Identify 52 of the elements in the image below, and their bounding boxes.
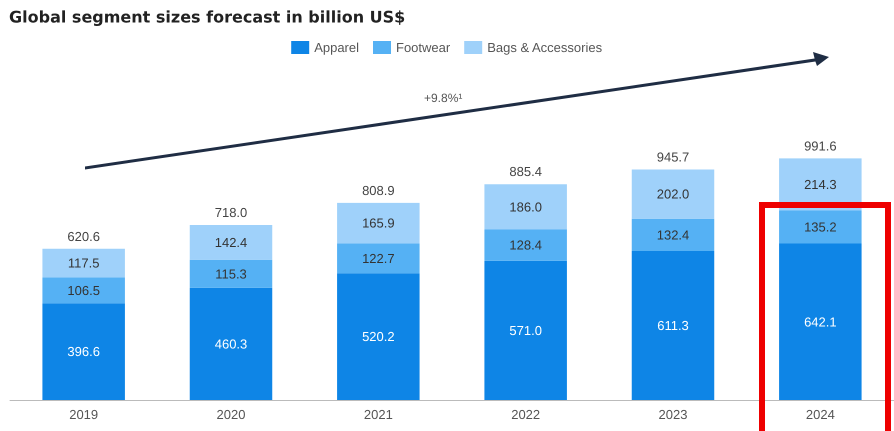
x-tick-label: 2022 bbox=[511, 407, 540, 422]
x-tick-label: 2023 bbox=[658, 407, 688, 422]
data-label: 106.5 bbox=[67, 282, 100, 298]
data-label: 396.6 bbox=[67, 344, 100, 360]
bar bbox=[779, 244, 862, 400]
data-label: 202.0 bbox=[656, 186, 690, 202]
data-label: 142.4 bbox=[214, 234, 248, 250]
data-label: 122.7 bbox=[362, 250, 395, 266]
x-tick-label: 2019 bbox=[69, 407, 98, 422]
bar bbox=[632, 218, 714, 252]
data-label: 128.4 bbox=[509, 238, 542, 253]
bar bbox=[779, 210, 862, 244]
bar bbox=[42, 303, 125, 400]
total-label: 991.6 bbox=[804, 138, 837, 154]
bar bbox=[42, 248, 125, 278]
bar bbox=[484, 230, 567, 261]
bar bbox=[337, 202, 420, 244]
data-label: 135.2 bbox=[804, 220, 837, 235]
total-label: 945.7 bbox=[656, 150, 690, 165]
text: +9.8%¹ bbox=[424, 91, 462, 105]
total-label: 718.0 bbox=[214, 205, 248, 220]
data-label: 460.3 bbox=[214, 336, 248, 352]
data-label: 115.3 bbox=[215, 266, 247, 282]
bar bbox=[484, 260, 567, 400]
bar bbox=[190, 225, 272, 260]
total-label: 808.9 bbox=[362, 182, 395, 198]
legend-label: Bags & Accessories bbox=[487, 40, 603, 55]
bar bbox=[484, 184, 567, 230]
bar bbox=[632, 170, 714, 219]
chart-title: Global segment sizes forecast in billion US$ bbox=[9, 8, 406, 26]
data-label: 214.3 bbox=[804, 176, 837, 192]
data-label: 165.9 bbox=[362, 216, 395, 231]
bar bbox=[42, 277, 125, 304]
legend-label: Footwear bbox=[396, 40, 451, 55]
bar bbox=[190, 288, 272, 400]
data-label: 117.5 bbox=[68, 256, 100, 271]
data-label: 186.0 bbox=[509, 199, 542, 214]
total-label: 885.4 bbox=[509, 164, 542, 180]
bar bbox=[337, 273, 420, 400]
bar bbox=[337, 243, 420, 274]
bar bbox=[632, 251, 714, 400]
data-label: 520.2 bbox=[362, 329, 395, 344]
x-tick-label: 2024 bbox=[806, 407, 835, 422]
data-label: 132.4 bbox=[656, 227, 690, 242]
x-tick-label: 2020 bbox=[216, 407, 246, 422]
data-label: 642.1 bbox=[804, 314, 837, 330]
data-label: 611.3 bbox=[657, 318, 689, 334]
legend-label: Apparel bbox=[314, 40, 360, 55]
data-label: 571.0 bbox=[509, 322, 542, 338]
total-label: 620.6 bbox=[67, 228, 100, 244]
bar bbox=[190, 260, 272, 288]
x-tick-label: 2021 bbox=[364, 407, 393, 422]
